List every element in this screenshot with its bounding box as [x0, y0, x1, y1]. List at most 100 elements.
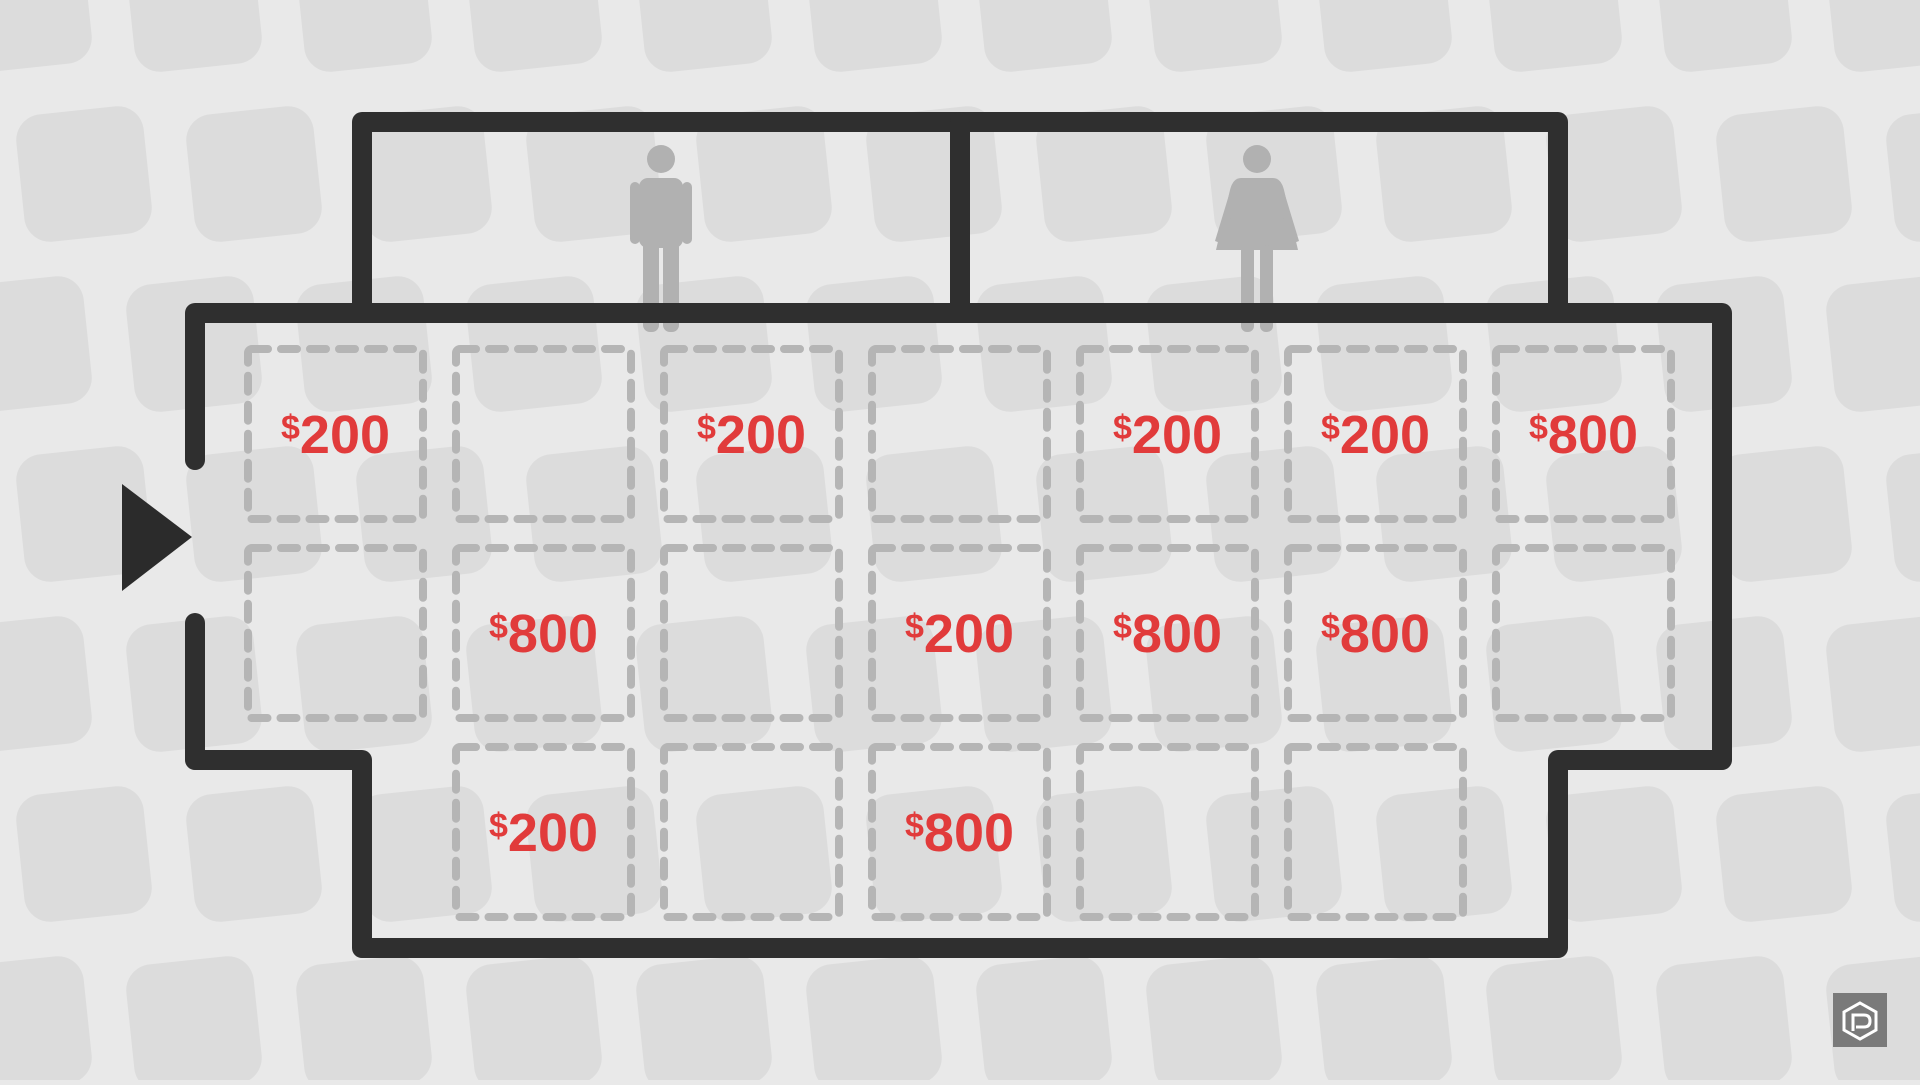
background-tile	[1716, 786, 1852, 922]
background-tile	[1546, 786, 1682, 922]
price-amount: 200	[1340, 405, 1430, 465]
background-tile	[296, 956, 432, 1085]
price-label: $200	[697, 405, 806, 465]
price-currency: $	[905, 807, 924, 845]
price-label: $800	[905, 803, 1014, 863]
background-tile	[1716, 446, 1852, 582]
hexagon-logo-icon	[1833, 993, 1887, 1047]
background-tile	[1486, 956, 1622, 1085]
background-tile	[1036, 446, 1172, 582]
background-tile	[806, 0, 942, 72]
background-tile	[1826, 956, 1920, 1085]
background-tile	[1826, 276, 1920, 412]
background-tile	[1486, 616, 1622, 752]
price-amount: 800	[1340, 604, 1430, 664]
seat-box	[1492, 345, 1675, 523]
play-arrow-icon	[122, 484, 192, 591]
price-amount: 800	[508, 604, 598, 664]
background-tile	[976, 956, 1112, 1085]
price-label: $800	[489, 604, 598, 664]
price-amount: 800	[1548, 405, 1638, 465]
seat-box	[868, 743, 1051, 921]
background-tile	[356, 106, 492, 242]
price-label: $200	[489, 803, 598, 863]
price-currency: $	[281, 409, 300, 447]
price-label: $200	[281, 405, 390, 465]
price-currency: $	[697, 409, 716, 447]
seat-box	[244, 345, 427, 523]
background-tile	[186, 786, 322, 922]
background-tile	[636, 616, 772, 752]
price-amount: 800	[924, 803, 1014, 863]
price-currency: $	[1113, 608, 1132, 646]
background-tile	[296, 0, 432, 72]
background-tile	[1886, 106, 1920, 242]
background-tile	[466, 956, 602, 1085]
background-tile	[866, 786, 1002, 922]
background-tile	[1146, 0, 1282, 72]
price-currency: $	[1321, 409, 1340, 447]
seat-box	[868, 544, 1051, 722]
background-tile	[806, 956, 942, 1085]
background-tile	[526, 446, 662, 582]
background-tile	[466, 0, 602, 72]
background-tile	[1886, 786, 1920, 922]
background-tile	[1146, 956, 1282, 1085]
background-tile	[1826, 0, 1920, 72]
restroom-walls	[352, 112, 1568, 323]
background-tile	[696, 106, 832, 242]
price-amount: 200	[300, 405, 390, 465]
price-label: $200	[905, 604, 1014, 664]
hall-outline	[185, 303, 1732, 958]
seat-box	[1076, 743, 1259, 921]
seat-box	[1284, 544, 1467, 722]
background-tile	[1486, 0, 1622, 72]
price-amount: 200	[924, 604, 1014, 664]
background-tile	[16, 446, 152, 582]
price-label: $200	[1321, 405, 1430, 465]
background-tile	[0, 276, 92, 412]
background-tile	[866, 446, 1002, 582]
background-tile	[526, 106, 662, 242]
background-tile	[636, 0, 772, 72]
background-tile	[976, 0, 1112, 72]
price-amount: 800	[1132, 604, 1222, 664]
seat-box	[1076, 345, 1259, 523]
price-currency: $	[905, 608, 924, 646]
background-tile	[696, 786, 832, 922]
background-tile	[636, 956, 772, 1085]
background-tile	[296, 616, 432, 752]
background-tile	[0, 956, 92, 1085]
background-tile	[466, 276, 602, 412]
price-label: $800	[1113, 604, 1222, 664]
background-tile	[1316, 0, 1452, 72]
price-label: $200	[1113, 405, 1222, 465]
price-amount: 200	[1132, 405, 1222, 465]
price-currency: $	[1321, 608, 1340, 646]
seat-box	[452, 544, 635, 722]
seat-box	[452, 345, 635, 523]
seat-box	[660, 544, 843, 722]
seat-box	[660, 345, 843, 523]
background-tile	[1826, 616, 1920, 752]
seat-box	[1284, 345, 1467, 523]
background-tile	[1206, 446, 1342, 582]
background-tile	[1376, 106, 1512, 242]
background-tile	[1036, 106, 1172, 242]
background-tile	[1656, 956, 1792, 1085]
price-currency: $	[489, 608, 508, 646]
price-labels: $200 $200 $200 $200 $800$800 $200 $800 $800$200…	[281, 405, 1638, 863]
background-tile	[16, 786, 152, 922]
background-tile	[1206, 786, 1342, 922]
background-tile	[0, 0, 92, 72]
background-tile	[0, 616, 92, 752]
price-currency: $	[1113, 409, 1132, 447]
background-tile	[1036, 786, 1172, 922]
background-tile	[356, 786, 492, 922]
seat-box	[1284, 743, 1467, 921]
price-amount: 200	[716, 405, 806, 465]
background-tile	[1316, 956, 1452, 1085]
